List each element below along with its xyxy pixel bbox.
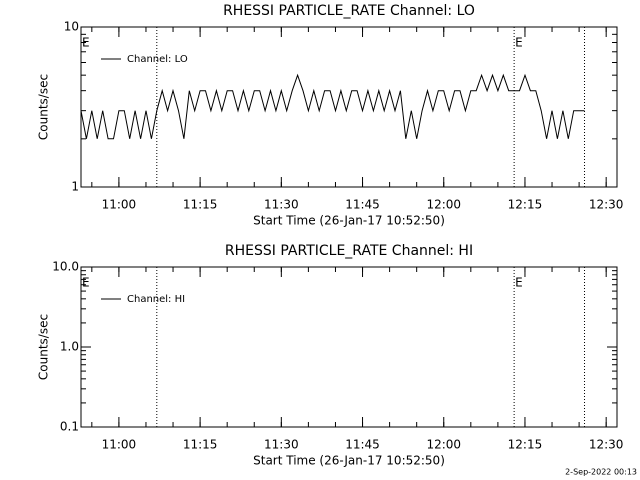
- x-tick-label: 12:30: [589, 198, 624, 212]
- chart-title: RHESSI PARTICLE_RATE Channel: LO: [223, 3, 475, 19]
- y-axis-label: Counts/sec: [37, 314, 51, 380]
- event-label: E: [82, 36, 90, 50]
- y-tick-label: 10: [64, 20, 79, 34]
- x-tick-label: 12:00: [426, 198, 461, 212]
- x-tick-label: 11:45: [345, 438, 380, 452]
- x-tick-label: 12:00: [426, 438, 461, 452]
- y-tick-label: 1: [71, 180, 79, 194]
- x-tick-label: 12:15: [508, 438, 543, 452]
- data-line: [80, 73, 585, 140]
- footer: 2-Sep-2022 00:13: [565, 468, 637, 477]
- y-tick-label: 1.0: [60, 340, 79, 354]
- x-tick-label: 11:30: [264, 438, 299, 452]
- y-tick-label: 0.1: [60, 420, 79, 434]
- x-tick-label: 11:45: [345, 198, 380, 212]
- y-tick-label: 10.0: [52, 260, 79, 274]
- x-tick-label: 11:15: [183, 438, 218, 452]
- x-tick-label: 11:00: [102, 198, 137, 212]
- plot-frame: [80, 26, 618, 188]
- x-axis-label: Start Time (26-Jan-17 10:52:50): [253, 454, 445, 468]
- event-label: E: [515, 276, 523, 290]
- legend-label: Channel: HI: [127, 294, 185, 305]
- x-tick-label: 12:15: [508, 198, 543, 212]
- x-tick-label: 12:30: [589, 438, 624, 452]
- y-axis-label: Counts/sec: [37, 74, 51, 140]
- x-tick-label: 11:15: [183, 198, 218, 212]
- event-label: E: [515, 36, 523, 50]
- legend-label: Channel: LO: [127, 54, 188, 65]
- x-axis-label: Start Time (26-Jan-17 10:52:50): [253, 214, 445, 228]
- plot-frame: [80, 266, 618, 428]
- x-tick-label: 11:00: [102, 438, 137, 452]
- chart-title: RHESSI PARTICLE_RATE Channel: HI: [225, 243, 473, 259]
- event-label: E: [82, 276, 90, 290]
- x-tick-label: 11:30: [264, 198, 299, 212]
